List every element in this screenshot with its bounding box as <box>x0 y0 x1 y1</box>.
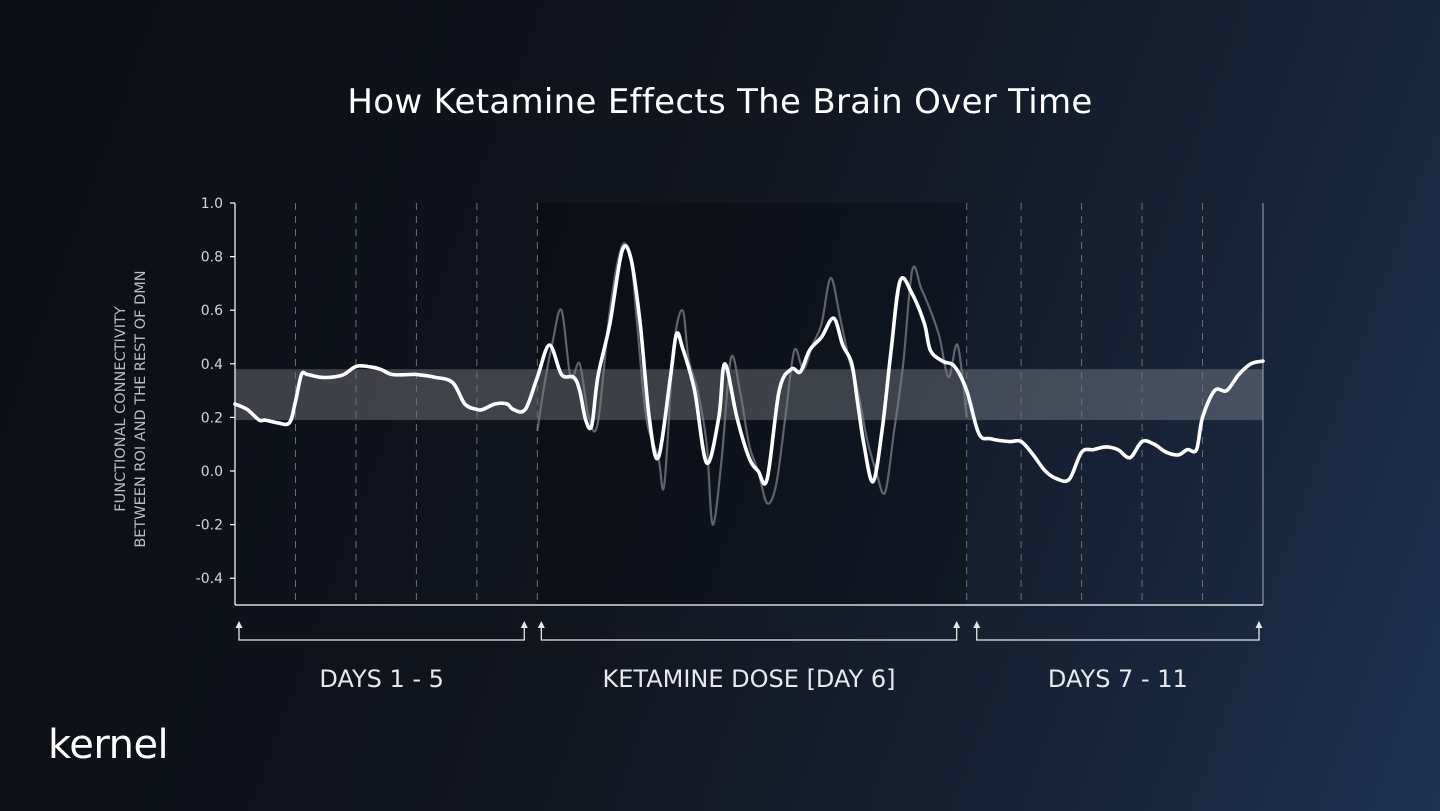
chart-title: How Ketamine Effects The Brain Over Time <box>347 82 1093 122</box>
y-tick-label-4: 0.2 <box>201 410 223 426</box>
arrow-up-icon-left <box>973 621 981 628</box>
raw-signal-line <box>536 242 968 526</box>
kernel-logo: kernel <box>48 722 169 768</box>
period-bracket-3: DAYS 7 - 11 <box>973 621 1263 693</box>
y-axis-label: FUNCTIONAL CONNECTIVITY BETWEEN ROI AND T… <box>113 270 149 547</box>
bracket-line <box>540 622 958 641</box>
data-series <box>233 242 1265 526</box>
period-bracket-2: KETAMINE DOSE [DAY 6] <box>537 621 961 693</box>
period-label-3: DAYS 7 - 11 <box>1048 665 1188 693</box>
ketamine-dose-region <box>537 203 967 605</box>
period-label-1: DAYS 1 - 5 <box>319 665 444 693</box>
arrow-up-icon-right <box>953 621 961 628</box>
y-axis-label-line-1: FUNCTIONAL CONNECTIVITY <box>113 306 129 512</box>
y-tick-label-2: 0.6 <box>201 303 223 319</box>
bracket-line <box>976 622 1260 641</box>
y-tick-labels: 1.0 0.8 0.6 0.4 0.2 0.0 -0.2 -0.4 <box>196 196 235 587</box>
smoothed-connectivity-line <box>233 244 1265 486</box>
y-tick-label-1: 0.8 <box>201 250 223 266</box>
reference-band <box>235 369 1263 421</box>
reference-band-rect <box>235 369 1263 421</box>
ketamine-dose-shading <box>537 203 967 605</box>
period-label-2: KETAMINE DOSE [DAY 6] <box>603 665 896 693</box>
period-bracket-1: DAYS 1 - 5 <box>235 621 528 693</box>
arrow-up-icon-right <box>520 621 528 628</box>
y-tick-label-0: 1.0 <box>201 196 223 212</box>
arrow-up-icon-left <box>537 621 545 628</box>
arrow-up-icon-right <box>1255 621 1263 628</box>
y-tick-label-5: 0.0 <box>201 464 223 480</box>
period-brackets: DAYS 1 - 5 KETAMINE DOSE [DAY 6] DAYS 7 - … <box>235 621 1263 693</box>
y-axis-label-line-2: BETWEEN ROI AND THE REST OF DMN <box>133 270 149 547</box>
y-tick-label-3: 0.4 <box>201 357 223 373</box>
y-tick-label-6: -0.2 <box>196 518 223 534</box>
bracket-line <box>238 622 525 641</box>
arrow-up-icon-left <box>235 621 243 628</box>
y-tick-label-7: -0.4 <box>196 571 223 587</box>
